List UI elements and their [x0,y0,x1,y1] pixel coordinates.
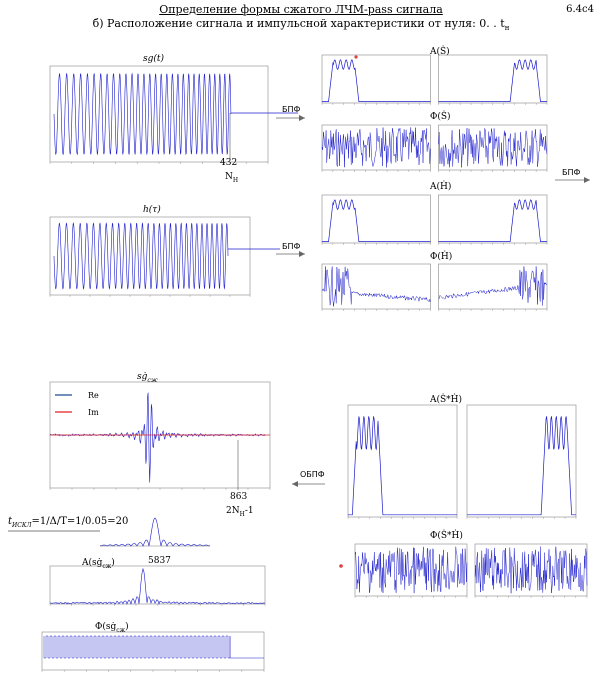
amp-comp-frame [49,565,266,605]
amp-prod-curve-0 [348,416,457,516]
h-chart-wave [53,222,229,290]
sg-chart-wave [53,72,232,156]
phase-comp-title: Φ(sġсж) [95,622,129,634]
sg-marker-label: NH [225,172,239,184]
amp-h-chart-frame-0 [321,194,431,244]
fft-arrow-3-head [584,177,590,183]
phase-prod-curve-1 [474,546,588,594]
phase-s-chart-curve-0 [321,127,431,168]
phase-h-chart-curve-1 [438,266,548,306]
phase-comp-frame [41,631,265,671]
h-title: h(τ) [143,205,161,215]
amp-h-chart-curve-1 [438,199,547,242]
phase-prod-title: Φ(Ṡ*Ḣ) [430,531,463,541]
t-formula: tИСКЛ=1/Δ/T=1/0.05=20 [8,516,129,529]
sgcomp-title: sġсж [137,372,158,384]
phase-h-chart-curve-0 [321,266,431,307]
amp-prod-frame-1 [466,404,577,518]
fft-arrow-2-head [299,251,305,257]
fft-label-1: БПФ [282,105,301,114]
fft-label-3: БПФ [562,168,581,177]
phase-s-chart-curve-1 [438,127,548,168]
amp-h-title: A(Ḣ) [430,182,452,192]
amp-s-title: A(Ṡ) [430,47,450,57]
legend-im: Im [88,408,99,417]
amp-comp-title: A(sġсж) [82,558,115,570]
sg-title: sg(t) [143,54,165,64]
sgcomp-wave [49,392,266,483]
amp-s-chart-curve-1 [438,59,547,102]
t-inset-sinc [99,517,211,547]
fft-label-2: БПФ [282,242,301,251]
phase-s-title: Φ(Ṡ) [430,112,451,122]
phase-h-chart-frame-1 [438,263,548,310]
ifft-label: ОБПФ [300,470,325,479]
phase-comp-wave [43,635,264,659]
amp-prod-curve-1 [467,416,576,516]
ifft-arrow-head [292,481,298,487]
phase-prod-marker [339,564,343,568]
legend-re: Re [88,391,99,400]
amp-comp-curve [49,567,266,605]
amp-h-chart-curve-0 [322,199,431,242]
sgcomp-marker-value: 863 [230,492,248,502]
amp-s-chart-frame-0 [321,54,431,104]
amp-h-chart-frame-1 [438,194,548,244]
sg-marker-value: 432 [220,158,238,168]
phase-h-title: Φ(Ḣ) [430,252,453,262]
sgcomp-marker-label: 2NH-1 [226,506,254,518]
amp-comp-peak: 5837 [148,556,171,566]
page-id: 6.4c4 [566,4,594,15]
amp-s-chart-frame-1 [438,54,548,104]
fft-arrow-1-head [299,115,305,121]
page-subtitle: б) Расположение сигнала и импульсной хар… [92,17,510,33]
amp-prod-title: A(Ṡ*Ḣ) [430,395,463,405]
amp-s-marker [354,55,358,59]
phase-prod-curve-0 [354,546,468,594]
page-title: Определение формы сжатого ЛЧМ-pass сигна… [159,3,443,16]
phase-prod-frame-0 [354,543,468,597]
amp-s-chart-curve-0 [322,59,431,102]
